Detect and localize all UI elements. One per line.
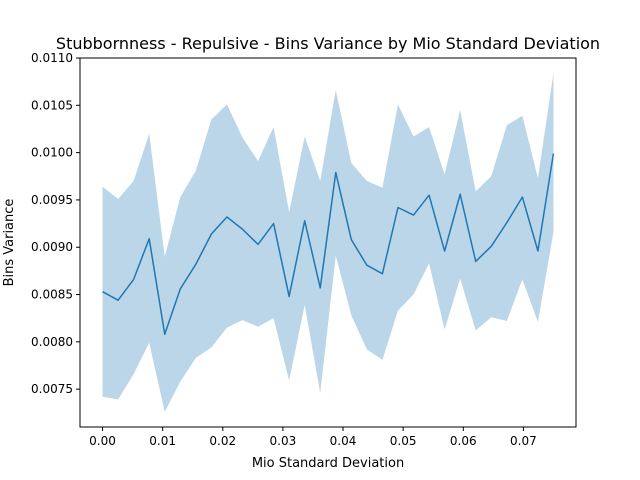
series-line xyxy=(102,153,555,336)
x-tick-label: 0.05 xyxy=(390,434,417,448)
x-tick-label: 0.02 xyxy=(209,434,236,448)
chart-title: Stubbornness - Repulsive - Bins Variance… xyxy=(56,34,600,53)
x-axis-label: Mio Standard Deviation xyxy=(252,456,404,471)
confidence-band-layer xyxy=(102,73,554,412)
y-tick-label: 0.0090 xyxy=(31,240,73,254)
y-tick-label: 0.0105 xyxy=(31,98,73,112)
x-tick-label: 0.00 xyxy=(89,434,116,448)
y-tick-label: 0.0095 xyxy=(31,193,73,207)
confidence-band xyxy=(102,73,554,412)
x-axis-ticks: 0.00 0.01 0.02 0.03 0.04 0.05 0.06 0.07 xyxy=(89,427,537,448)
y-tick-label: 0.0100 xyxy=(31,146,73,160)
y-axis-label: Bins Variance xyxy=(2,199,17,287)
y-tick-label: 0.0110 xyxy=(31,51,73,65)
x-tick-label: 0.01 xyxy=(149,434,176,448)
series-line-layer xyxy=(102,153,555,336)
y-tick-label: 0.0075 xyxy=(31,382,73,396)
x-tick-label: 0.03 xyxy=(270,434,297,448)
x-tick-label: 0.04 xyxy=(330,434,357,448)
y-tick-label: 0.0085 xyxy=(31,288,73,302)
x-tick-label: 0.07 xyxy=(510,434,537,448)
y-tick-label: 0.0080 xyxy=(31,335,73,349)
plot-frame xyxy=(79,57,577,428)
y-axis-ticks: 0.0075 0.0080 0.0085 0.0090 0.0095 0.0100 0.01… xyxy=(31,51,80,396)
x-tick-label: 0.06 xyxy=(450,434,477,448)
